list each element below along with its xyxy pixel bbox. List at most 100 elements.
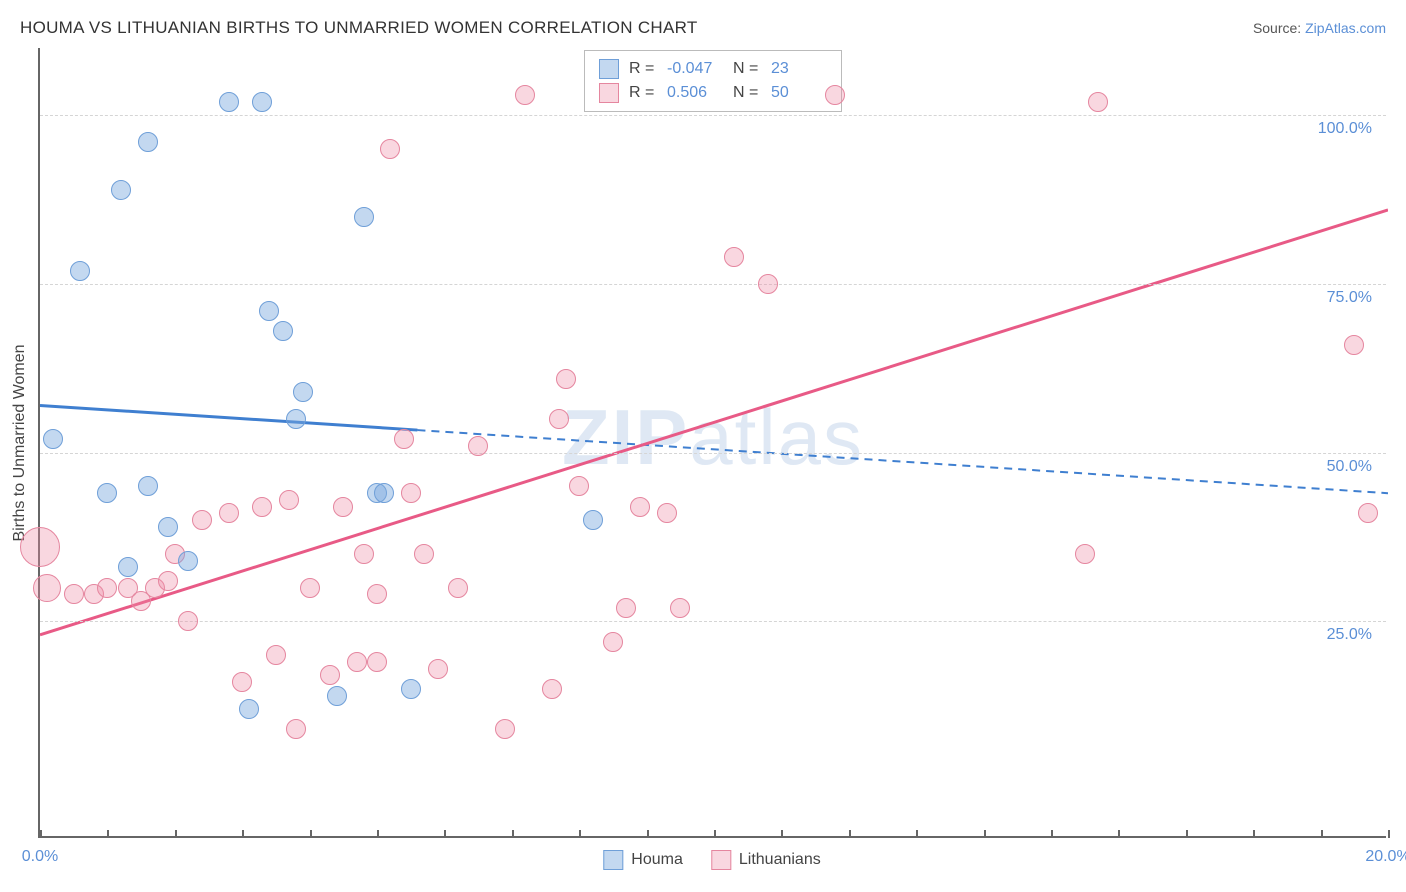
x-tick bbox=[40, 830, 42, 838]
data-point bbox=[428, 659, 448, 679]
data-point bbox=[549, 409, 569, 429]
data-point bbox=[657, 503, 677, 523]
data-point bbox=[448, 578, 468, 598]
legend-r-label: R = bbox=[629, 60, 657, 78]
gridline bbox=[40, 621, 1386, 622]
x-tick bbox=[1051, 830, 1053, 838]
legend-r-value: -0.047 bbox=[667, 60, 723, 78]
x-tick bbox=[647, 830, 649, 838]
watermark-light: atlas bbox=[689, 393, 864, 481]
data-point bbox=[239, 699, 259, 719]
data-point bbox=[111, 180, 131, 200]
data-point bbox=[380, 139, 400, 159]
data-point bbox=[252, 92, 272, 112]
data-point bbox=[1075, 544, 1095, 564]
data-point bbox=[583, 510, 603, 530]
x-tick bbox=[714, 830, 716, 838]
data-point bbox=[556, 369, 576, 389]
source-link[interactable]: ZipAtlas.com bbox=[1305, 20, 1386, 36]
x-tick bbox=[1388, 830, 1390, 838]
y-tick-label: 50.0% bbox=[1327, 458, 1372, 476]
x-tick bbox=[512, 830, 514, 838]
legend-series-name: Lithuanians bbox=[739, 851, 821, 869]
x-tick bbox=[107, 830, 109, 838]
data-point bbox=[542, 679, 562, 699]
data-point bbox=[266, 645, 286, 665]
data-point bbox=[219, 92, 239, 112]
trend-lines bbox=[40, 48, 1388, 838]
legend-n-value: 23 bbox=[771, 60, 827, 78]
data-point bbox=[279, 490, 299, 510]
x-tick bbox=[849, 830, 851, 838]
legend-r-label: R = bbox=[629, 84, 657, 102]
chart-title: HOUMA VS LITHUANIAN BIRTHS TO UNMARRIED … bbox=[20, 18, 698, 38]
data-point bbox=[20, 527, 60, 567]
data-point bbox=[347, 652, 367, 672]
data-point bbox=[630, 497, 650, 517]
x-tick bbox=[1118, 830, 1120, 838]
data-point bbox=[232, 672, 252, 692]
data-point bbox=[178, 551, 198, 571]
data-point bbox=[70, 261, 90, 281]
legend-series: HoumaLithuanians bbox=[603, 850, 820, 870]
data-point bbox=[468, 436, 488, 456]
watermark-bold: ZIP bbox=[562, 393, 689, 481]
x-tick bbox=[310, 830, 312, 838]
watermark: ZIPatlas bbox=[562, 392, 864, 483]
data-point bbox=[515, 85, 535, 105]
data-point bbox=[273, 321, 293, 341]
legend-swatch bbox=[711, 850, 731, 870]
data-point bbox=[118, 557, 138, 577]
data-point bbox=[670, 598, 690, 618]
data-point bbox=[158, 517, 178, 537]
x-tick bbox=[377, 830, 379, 838]
legend-swatch bbox=[599, 83, 619, 103]
x-tick bbox=[1321, 830, 1323, 838]
data-point bbox=[354, 207, 374, 227]
data-point bbox=[401, 679, 421, 699]
legend-item: Lithuanians bbox=[711, 850, 821, 870]
legend-n-label: N = bbox=[733, 60, 761, 78]
data-point bbox=[825, 85, 845, 105]
data-point bbox=[758, 274, 778, 294]
data-point bbox=[286, 409, 306, 429]
x-tick bbox=[175, 830, 177, 838]
x-tick-label: 0.0% bbox=[22, 848, 58, 866]
x-tick bbox=[984, 830, 986, 838]
data-point bbox=[192, 510, 212, 530]
data-point bbox=[1358, 503, 1378, 523]
x-tick bbox=[579, 830, 581, 838]
data-point bbox=[724, 247, 744, 267]
data-point bbox=[414, 544, 434, 564]
data-point bbox=[495, 719, 515, 739]
plot-area: ZIPatlas R = -0.047 N = 23 R = 0.506 N = 50 25.… bbox=[38, 48, 1386, 838]
data-point bbox=[43, 429, 63, 449]
data-point bbox=[178, 611, 198, 631]
legend-n-value: 50 bbox=[771, 84, 827, 102]
y-tick-label: 25.0% bbox=[1327, 626, 1372, 644]
data-point bbox=[367, 584, 387, 604]
data-point bbox=[374, 483, 394, 503]
gridline bbox=[40, 115, 1386, 116]
data-point bbox=[569, 476, 589, 496]
y-axis-title: Births to Unmarried Women bbox=[11, 344, 29, 541]
source-prefix: Source: bbox=[1253, 20, 1305, 36]
data-point bbox=[300, 578, 320, 598]
legend-r-value: 0.506 bbox=[667, 84, 723, 102]
data-point bbox=[138, 132, 158, 152]
gridline bbox=[40, 284, 1386, 285]
data-point bbox=[320, 665, 340, 685]
legend-n-label: N = bbox=[733, 84, 761, 102]
x-tick bbox=[242, 830, 244, 838]
y-tick-label: 100.0% bbox=[1318, 120, 1372, 138]
data-point bbox=[259, 301, 279, 321]
x-tick-label: 20.0% bbox=[1365, 848, 1406, 866]
legend-row: R = -0.047 N = 23 bbox=[599, 57, 827, 81]
data-point bbox=[286, 719, 306, 739]
data-point bbox=[64, 584, 84, 604]
data-point bbox=[327, 686, 347, 706]
data-point bbox=[401, 483, 421, 503]
data-point bbox=[158, 571, 178, 591]
data-point bbox=[293, 382, 313, 402]
chart-container: Births to Unmarried Women ZIPatlas R =-0… bbox=[38, 48, 1386, 838]
